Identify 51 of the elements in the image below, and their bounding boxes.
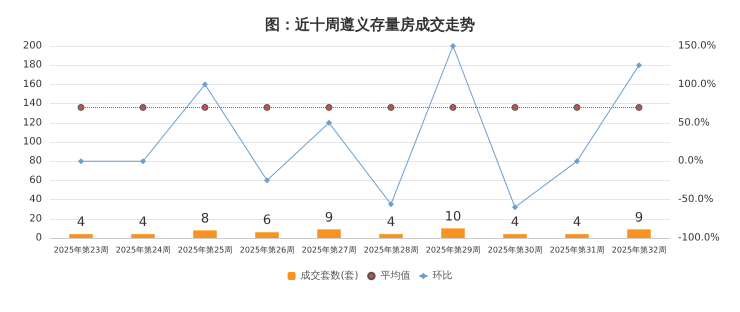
data-label: 9 bbox=[324, 210, 334, 226]
y-tick-label: 160 bbox=[22, 78, 42, 90]
x-tick-label: 2025年第31周 bbox=[550, 246, 604, 254]
y-tick-label: 80 bbox=[29, 156, 42, 167]
data-label: 8 bbox=[200, 211, 210, 226]
y-tick-label: 40 bbox=[29, 194, 42, 206]
data-label: 4 bbox=[572, 215, 582, 230]
data-label: 4 bbox=[76, 215, 86, 230]
y2-tick-label: 100.0% bbox=[678, 78, 716, 90]
y2-tick-label: 150.0% bbox=[678, 40, 716, 52]
data-label: 4 bbox=[386, 215, 396, 230]
y-tick-label: 140 bbox=[22, 98, 42, 110]
data-label: 4 bbox=[510, 215, 520, 230]
y-tick-label: 200 bbox=[22, 40, 42, 52]
data-label: 9 bbox=[634, 210, 644, 226]
point bbox=[388, 201, 394, 208]
y-tick-label: 100 bbox=[22, 136, 42, 148]
point bbox=[264, 177, 270, 184]
x-tick-label: 2025年第30周 bbox=[488, 246, 542, 254]
legend-label: 环比 bbox=[432, 270, 452, 282]
x-tick-label: 2025年第27周 bbox=[302, 246, 356, 254]
x-tick-label: 2025年第24周 bbox=[116, 246, 170, 254]
x-tick-label: 2025年第28周 bbox=[364, 246, 418, 254]
x-tick-label: 2025年第23周 bbox=[54, 246, 108, 254]
point bbox=[512, 204, 518, 210]
data-label: 4 bbox=[138, 215, 148, 230]
y-tick-label: 120 bbox=[22, 117, 42, 128]
chart-title: 图：近十周遵义存量房成交走势 bbox=[265, 16, 475, 34]
x-tick-label: 2025年第26周 bbox=[240, 246, 294, 254]
x-tick-label: 2025年第32周 bbox=[612, 246, 666, 254]
point bbox=[636, 62, 642, 68]
x-tick-label: 2025年第25周 bbox=[178, 246, 232, 254]
point bbox=[450, 43, 456, 49]
legend-label: 成交套数(套) bbox=[300, 270, 358, 282]
y-tick-label: 20 bbox=[29, 213, 42, 224]
legend-label: 平均值 bbox=[380, 270, 410, 282]
y2-tick-label: -50.0% bbox=[678, 194, 714, 206]
x-tick-label: 2025年第29周 bbox=[426, 246, 480, 254]
y-tick-label: 180 bbox=[22, 60, 42, 71]
data-label: 6 bbox=[262, 213, 272, 228]
y2-tick-label: 50.0% bbox=[678, 117, 710, 128]
point bbox=[202, 81, 208, 88]
data-label: 10 bbox=[444, 209, 462, 224]
y2-tick-label: -100.0% bbox=[678, 232, 720, 244]
point bbox=[140, 158, 146, 164]
point bbox=[78, 158, 84, 164]
point bbox=[574, 158, 580, 164]
y-tick-label: 0 bbox=[36, 232, 42, 244]
y-tick-label: 60 bbox=[29, 174, 42, 186]
point bbox=[326, 120, 332, 126]
y2-tick-label: 0.0% bbox=[678, 156, 704, 167]
